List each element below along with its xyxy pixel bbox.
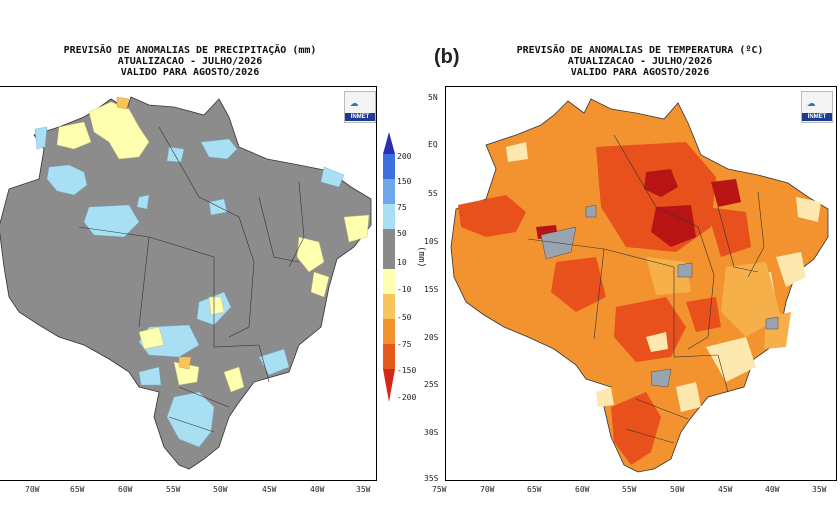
panel-b-lat-label-35S: 35S [424,474,439,483]
temp-high-anomaly-zones [458,142,751,465]
panel-b-lat-label-25S: 25S [424,380,439,389]
panel-b-title-line-1: PREVISÃO DE ANOMALIAS DE TEMPERATURA (ºC… [516,45,764,56]
panel-b-lon-label-55W: 55W [622,485,637,494]
weather-cloud-sun-icon: ☁ [350,94,359,110]
panel-b-lon-label-60W: 60W [575,485,590,494]
state-borders-a [78,126,305,433]
panel-b-lon-label-45W: 45W [718,485,733,494]
colorbar-top-arrow [383,132,395,154]
panel-a-title-line-2: ATUALIZACAO - JULHO/2026 [117,56,263,67]
colorbar-seg-8 [383,344,395,369]
panel-a-map-frame: ☁ INMET [0,86,377,481]
panel-a-title-line-1: PREVISÃO DE ANOMALIAS DE PRECIPITAÇÃO (m… [63,45,317,56]
panel-a-lon-label-60W: 60W [118,485,133,494]
cbar-label-10: 10 [397,258,407,267]
inmet-logo-text-b: INMET [802,113,832,121]
state-borders-b [527,134,765,444]
panel-a-lon-label-40W: 40W [310,485,325,494]
precip-colorbar [383,132,395,402]
panel-b-lon-label-50W: 50W [670,485,685,494]
cbar-label-minus-50: -50 [397,313,412,322]
panel-a-lon-label-45W: 45W [262,485,277,494]
cbar-label-75: 75 [397,203,407,212]
colorbar-seg-5 [383,269,395,294]
precip-negative-anomalies [56,101,370,393]
panel-b-lat-label-5N: 5N [428,93,438,102]
cbar-label-200: 200 [397,152,412,161]
weather-cloud-sun-icon: ☁ [807,94,816,110]
cbar-label-minus-10: -10 [397,285,412,294]
colorbar-bottom-arrow [383,369,395,402]
panel-b-lat-label-10S: 10S [424,237,439,246]
colorbar-seg-2 [383,179,395,204]
panel-b-lon-label-75W: 75W [432,485,447,494]
panel-b-letter: (b) [434,46,460,68]
panel-b-title-line-3: VALIDO PARA AGOSTO/2026 [570,67,710,78]
cbar-label-minus-150: -150 [397,366,417,375]
panel-b-lon-label-65W: 65W [527,485,542,494]
panel-b-map-frame: ☁ INMET [445,86,837,481]
panel-b-lat-label-30S: 30S [424,428,439,437]
panel-b-map [450,98,829,473]
inmet-logo-a: ☁ INMET [344,91,376,123]
inmet-logo-text-a: INMET [345,113,375,121]
cbar-label-minus-200: -200 [397,393,417,402]
panel-b-lat-label-15S: 15S [424,285,439,294]
inmet-logo-b: ☁ INMET [801,91,833,123]
colorbar-seg-1 [383,154,395,179]
colorbar-seg-3 [383,204,395,229]
panel-a-title-line-3: VALIDO PARA AGOSTO/2026 [120,67,260,78]
panel-a-lon-label-70W: 70W [25,485,40,494]
panel-b-lon-label-35W: 35W [812,485,827,494]
precip-positive-anomalies [34,126,345,448]
panel-a-lon-label-55W: 55W [166,485,181,494]
cbar-label-150: 150 [397,177,412,186]
panel-b-title: PREVISÃO DE ANOMALIAS DE TEMPERATURA (ºC… [490,45,790,78]
panel-b-lat-label-5S: 5S [428,189,438,198]
panel-b-lon-label-40W: 40W [765,485,780,494]
panel-b-title-line-2: ATUALIZACAO - JULHO/2026 [567,56,713,67]
colorbar-seg-4 [383,229,395,269]
cbar-label-minus-75: -75 [397,340,412,349]
panel-a-map [0,96,372,470]
panel-a-title: PREVISÃO DE ANOMALIAS DE PRECIPITAÇÃO (m… [40,45,340,78]
panel-a-lon-label-50W: 50W [213,485,228,494]
precip-orange-spots [116,96,192,370]
panel-a-lon-label-35W: 35W [356,485,371,494]
panel-b-lat-label-EQ: EQ [428,140,438,149]
colorbar-units: (mm) [416,246,426,268]
panel-b-lat-label-20S: 20S [424,333,439,342]
colorbar-seg-7 [383,319,395,344]
panel-b-lon-label-70W: 70W [480,485,495,494]
panel-a-lon-label-65W: 65W [70,485,85,494]
cbar-label-50: 50 [397,229,407,238]
colorbar-seg-6 [383,294,395,319]
